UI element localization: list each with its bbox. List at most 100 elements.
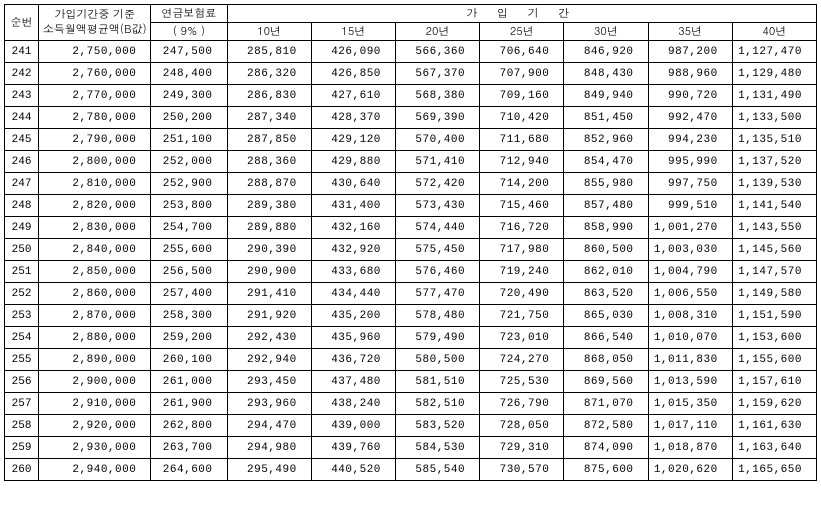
cell-income: 2,760,000 <box>39 63 151 85</box>
cell-period: 872,580 <box>564 415 648 437</box>
cell-period: 440,520 <box>311 459 395 481</box>
cell-period: 285,810 <box>227 41 311 63</box>
cell-period: 290,390 <box>227 239 311 261</box>
cell-seq: 254 <box>5 327 39 349</box>
cell-premium: 259,200 <box>151 327 227 349</box>
cell-period: 431,400 <box>311 195 395 217</box>
table-body: 2412,750,000247,500285,810426,090566,360… <box>5 41 817 481</box>
cell-premium: 253,800 <box>151 195 227 217</box>
cell-income: 2,910,000 <box>39 393 151 415</box>
table-row: 2442,780,000250,200287,340428,370569,390… <box>5 107 817 129</box>
cell-period: 860,500 <box>564 239 648 261</box>
cell-period: 1,157,610 <box>732 371 816 393</box>
header-period-25: 25년 <box>480 23 564 41</box>
cell-period: 1,008,310 <box>648 305 732 327</box>
cell-period: 1,011,830 <box>648 349 732 371</box>
header-period-15: 15년 <box>311 23 395 41</box>
cell-period: 995,990 <box>648 151 732 173</box>
cell-period: 728,050 <box>480 415 564 437</box>
cell-period: 436,720 <box>311 349 395 371</box>
table-row: 2422,760,000248,400286,320426,850567,370… <box>5 63 817 85</box>
cell-period: 862,010 <box>564 261 648 283</box>
cell-period: 1,151,590 <box>732 305 816 327</box>
cell-period: 434,440 <box>311 283 395 305</box>
cell-period: 1,161,630 <box>732 415 816 437</box>
cell-period: 865,030 <box>564 305 648 327</box>
cell-period: 994,230 <box>648 129 732 151</box>
cell-premium: 255,600 <box>151 239 227 261</box>
cell-seq: 246 <box>5 151 39 173</box>
table-row: 2592,930,000263,700294,980439,760584,530… <box>5 437 817 459</box>
cell-period: 730,570 <box>480 459 564 481</box>
cell-seq: 243 <box>5 85 39 107</box>
cell-premium: 251,100 <box>151 129 227 151</box>
cell-period: 427,610 <box>311 85 395 107</box>
cell-period: 1,004,790 <box>648 261 732 283</box>
cell-premium: 261,000 <box>151 371 227 393</box>
cell-period: 866,540 <box>564 327 648 349</box>
table-row: 2452,790,000251,100287,850429,120570,400… <box>5 129 817 151</box>
cell-income: 2,780,000 <box>39 107 151 129</box>
table-row: 2542,880,000259,200292,430435,960579,490… <box>5 327 817 349</box>
cell-period: 288,870 <box>227 173 311 195</box>
cell-period: 1,143,550 <box>732 217 816 239</box>
cell-period: 290,900 <box>227 261 311 283</box>
header-seq: 순번 <box>5 5 39 41</box>
cell-period: 858,990 <box>564 217 648 239</box>
cell-period: 432,920 <box>311 239 395 261</box>
cell-period: 1,010,070 <box>648 327 732 349</box>
cell-period: 577,470 <box>395 283 479 305</box>
cell-period: 286,320 <box>227 63 311 85</box>
table-row: 2532,870,000258,300291,920435,200578,480… <box>5 305 817 327</box>
cell-period: 568,380 <box>395 85 479 107</box>
cell-period: 868,050 <box>564 349 648 371</box>
cell-period: 1,013,590 <box>648 371 732 393</box>
cell-period: 875,600 <box>564 459 648 481</box>
cell-period: 1,141,540 <box>732 195 816 217</box>
cell-period: 583,520 <box>395 415 479 437</box>
cell-premium: 254,700 <box>151 217 227 239</box>
table-row: 2472,810,000252,900288,870430,640572,420… <box>5 173 817 195</box>
cell-income: 2,820,000 <box>39 195 151 217</box>
header-period-40: 40년 <box>732 23 816 41</box>
cell-period: 716,720 <box>480 217 564 239</box>
cell-period: 848,430 <box>564 63 648 85</box>
cell-period: 432,160 <box>311 217 395 239</box>
cell-period: 1,015,350 <box>648 393 732 415</box>
cell-period: 437,480 <box>311 371 395 393</box>
cell-period: 987,200 <box>648 41 732 63</box>
cell-period: 429,120 <box>311 129 395 151</box>
cell-period: 990,720 <box>648 85 732 107</box>
cell-period: 287,850 <box>227 129 311 151</box>
header-period-20: 20년 <box>395 23 479 41</box>
header-income: 가입기간중 기준소득월액평균액(B값) <box>39 5 151 41</box>
header-period-10: 10년 <box>227 23 311 41</box>
cell-period: 289,380 <box>227 195 311 217</box>
cell-period: 566,360 <box>395 41 479 63</box>
cell-period: 714,200 <box>480 173 564 195</box>
cell-premium: 248,400 <box>151 63 227 85</box>
table-row: 2502,840,000255,600290,390432,920575,450… <box>5 239 817 261</box>
cell-period: 1,135,510 <box>732 129 816 151</box>
cell-period: 1,127,470 <box>732 41 816 63</box>
cell-period: 1,147,570 <box>732 261 816 283</box>
cell-period: 729,310 <box>480 437 564 459</box>
cell-period: 294,980 <box>227 437 311 459</box>
table-row: 2482,820,000253,800289,380431,400573,430… <box>5 195 817 217</box>
cell-period: 585,540 <box>395 459 479 481</box>
cell-period: 724,270 <box>480 349 564 371</box>
header-period-30: 30년 <box>564 23 648 41</box>
cell-seq: 244 <box>5 107 39 129</box>
cell-period: 1,131,490 <box>732 85 816 107</box>
cell-period: 1,165,650 <box>732 459 816 481</box>
cell-period: 706,640 <box>480 41 564 63</box>
header-period-title: 가 입 기 간 <box>227 5 816 23</box>
cell-premium: 249,300 <box>151 85 227 107</box>
cell-period: 439,000 <box>311 415 395 437</box>
cell-period: 580,500 <box>395 349 479 371</box>
cell-period: 711,680 <box>480 129 564 151</box>
cell-premium: 252,000 <box>151 151 227 173</box>
cell-seq: 248 <box>5 195 39 217</box>
cell-period: 1,145,560 <box>732 239 816 261</box>
cell-period: 719,240 <box>480 261 564 283</box>
